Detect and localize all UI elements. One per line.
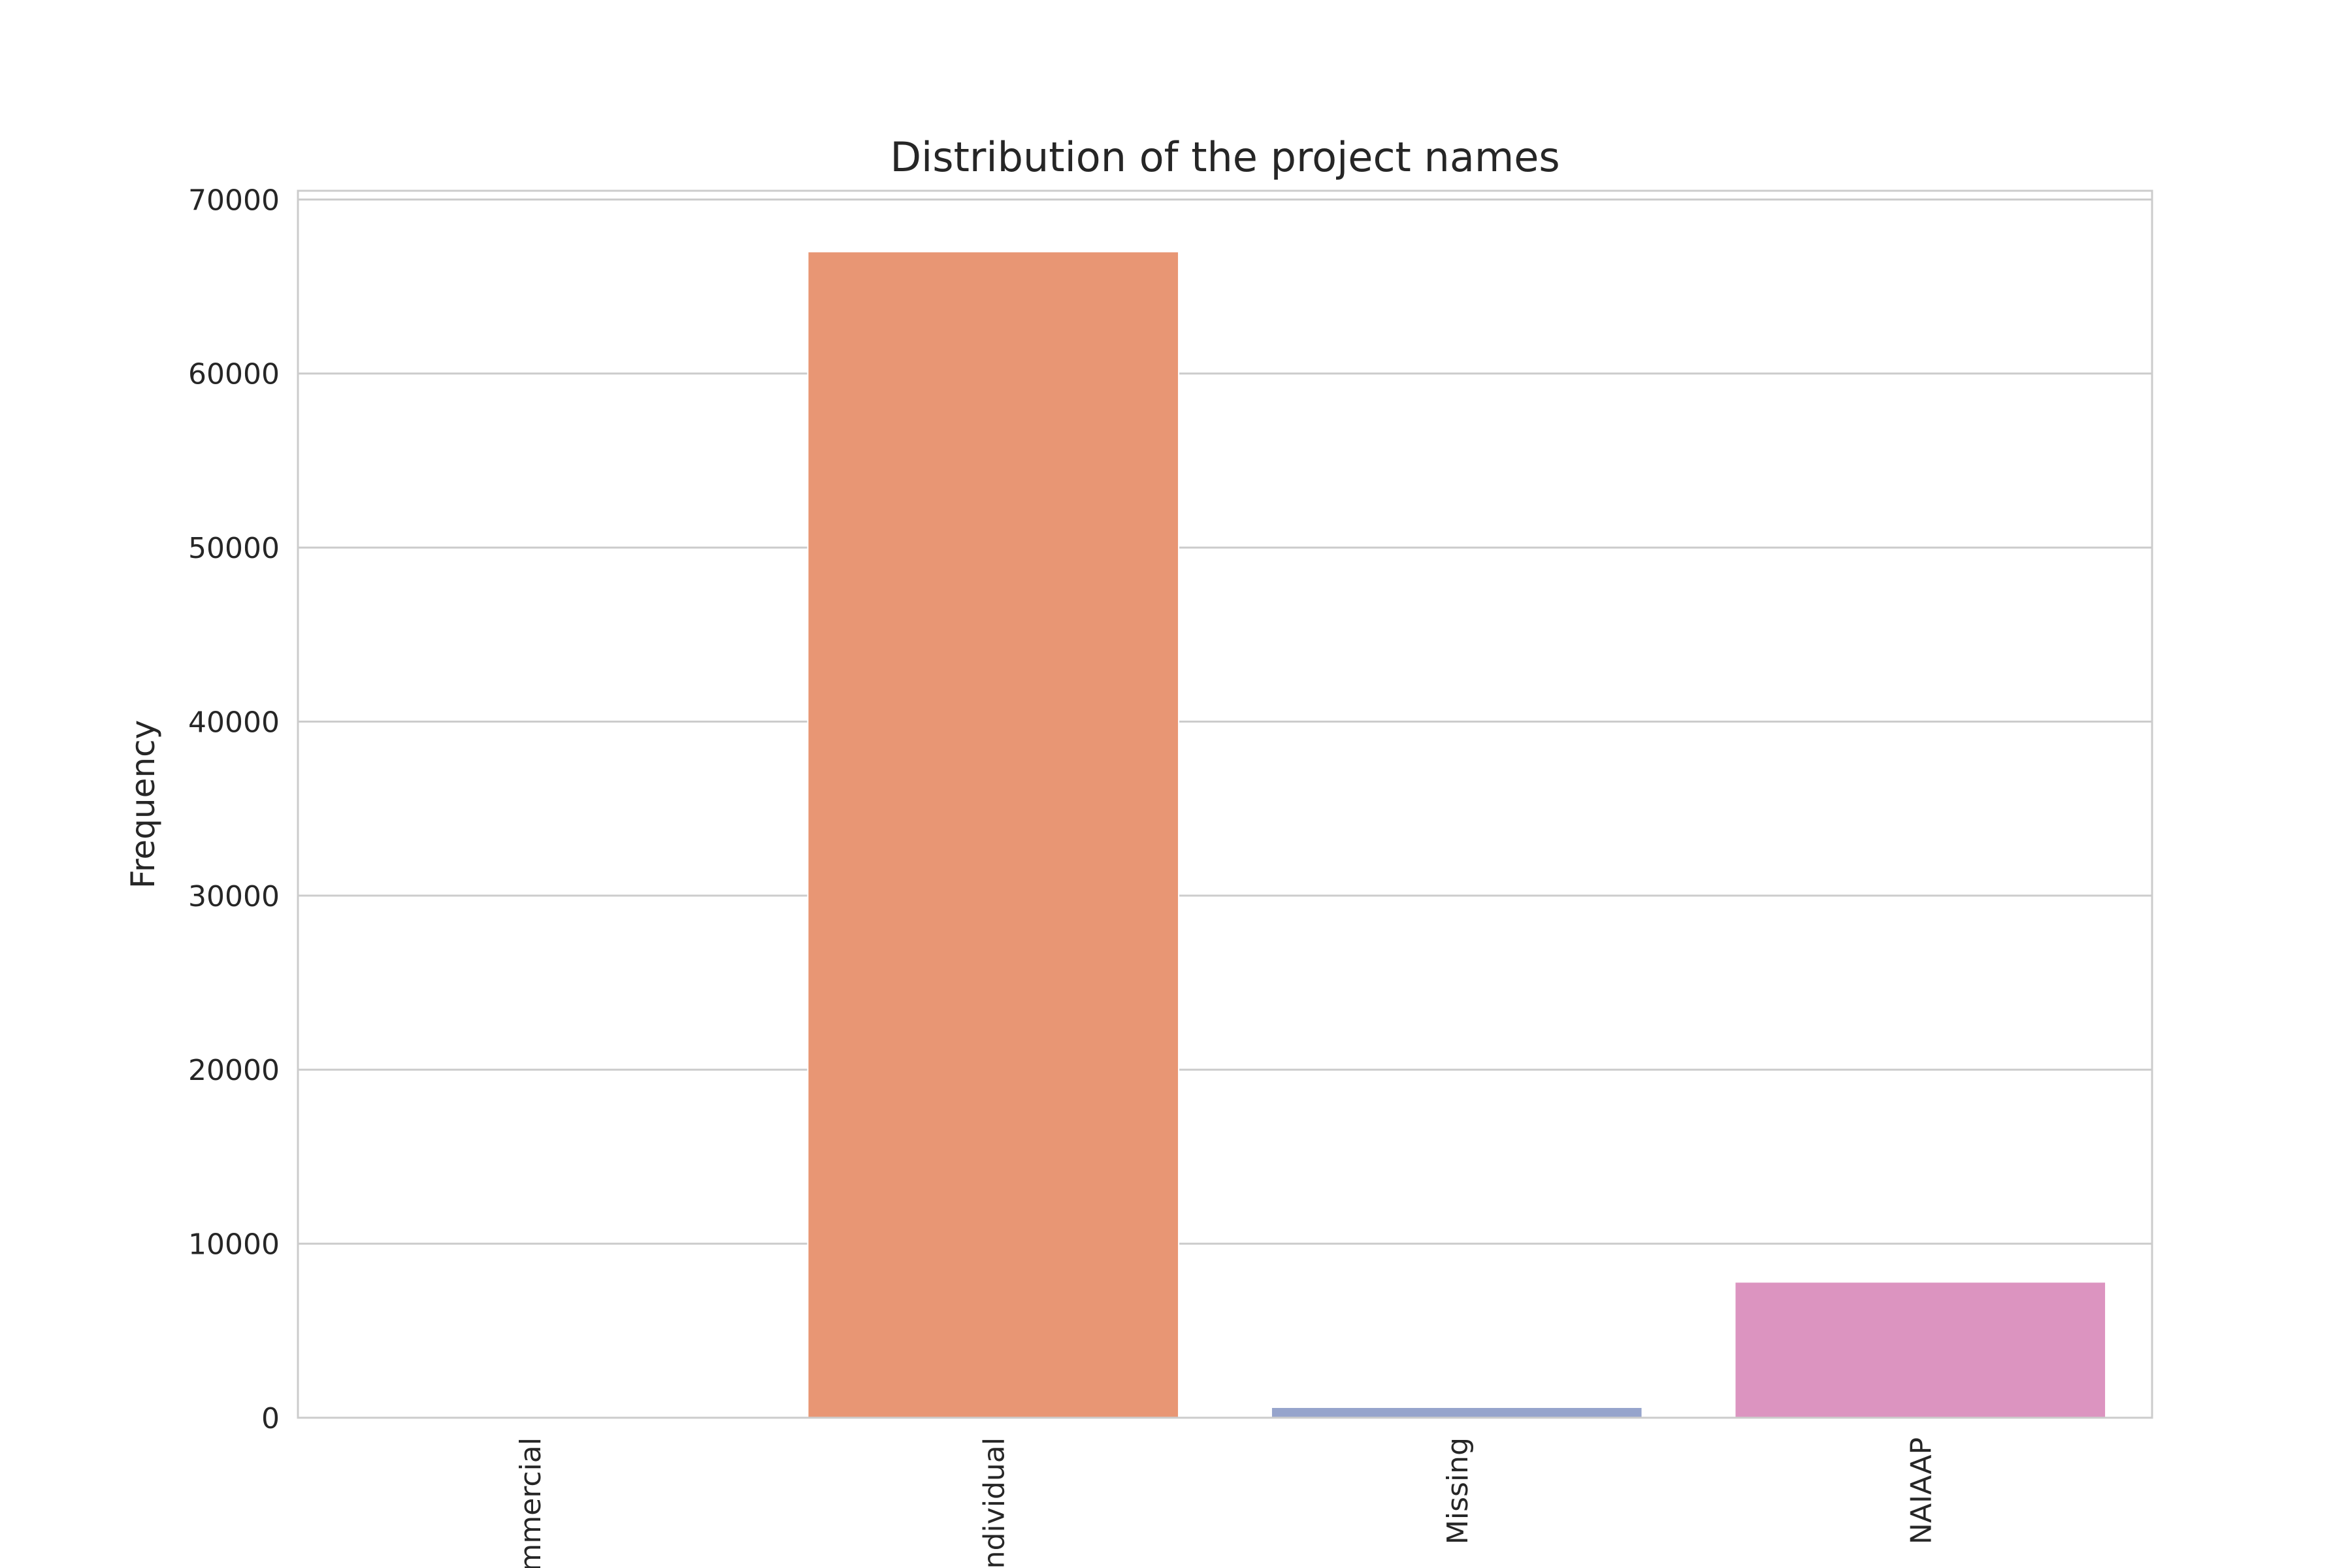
y-tick-label: 30000 bbox=[188, 880, 280, 913]
gridlines bbox=[298, 198, 2152, 1419]
bar-missing bbox=[1270, 1407, 1643, 1419]
y-tick-label: 20000 bbox=[188, 1054, 280, 1087]
y-axis-ticks: 0 10000 20000 30000 40000 50000 60000 70000 bbox=[188, 184, 280, 1435]
y-tick-label: 70000 bbox=[188, 184, 280, 217]
y-tick-label: 60000 bbox=[188, 358, 280, 391]
x-axis-ticks: mmercial ndividual Missing NAIAAP bbox=[514, 1437, 1938, 1568]
y-axis-title: Frequency bbox=[124, 720, 162, 889]
plot-frame bbox=[297, 189, 2153, 1419]
x-tick-label: NAIAAP bbox=[1904, 1437, 1938, 1544]
y-tick-label: 50000 bbox=[188, 532, 280, 565]
x-tick-label: ndividual bbox=[977, 1437, 1011, 1568]
bar-naiaap bbox=[1734, 1281, 2107, 1419]
y-tick-label: 40000 bbox=[188, 706, 280, 739]
bar-ndividual bbox=[807, 251, 1180, 1419]
y-tick-label: 10000 bbox=[188, 1228, 280, 1262]
x-tick-label: mmercial bbox=[514, 1437, 547, 1568]
x-tick-label: Missing bbox=[1441, 1437, 1475, 1544]
bars bbox=[807, 251, 2107, 1419]
chart-title: Distribution of the project names bbox=[890, 133, 1560, 181]
y-tick-label: 0 bbox=[261, 1402, 280, 1435]
